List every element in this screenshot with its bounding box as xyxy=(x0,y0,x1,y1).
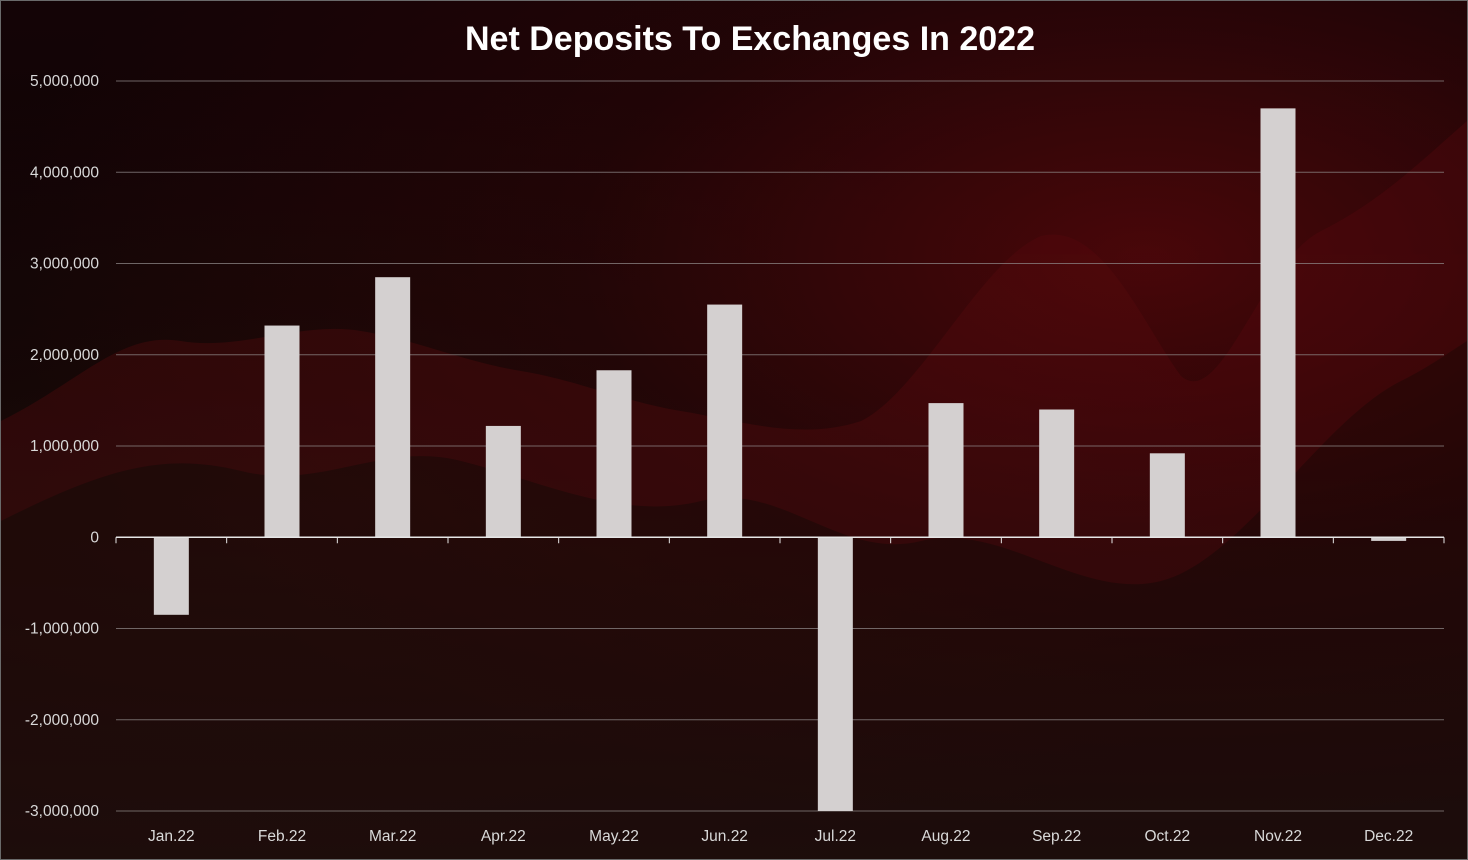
x-tick-label: Oct.22 xyxy=(1144,828,1190,845)
y-tick-label: 4,000,000 xyxy=(30,164,99,181)
y-tick-label: 3,000,000 xyxy=(30,256,99,273)
bar-dec-22 xyxy=(1371,537,1407,541)
bar-apr-22 xyxy=(485,425,521,538)
bar-jan-22 xyxy=(153,537,189,615)
x-tick-label: Apr.22 xyxy=(481,828,526,845)
y-tick-label: 0 xyxy=(90,529,99,546)
x-tick-label: Mar.22 xyxy=(369,828,416,845)
x-tick-label: Nov.22 xyxy=(1254,828,1302,845)
y-tick-label: -3,000,000 xyxy=(25,803,99,820)
x-tick-label: Jul.22 xyxy=(815,828,856,845)
x-tick-label: Jun.22 xyxy=(701,828,748,845)
x-tick-label: Jan.22 xyxy=(148,828,195,845)
gridlines xyxy=(116,80,1444,812)
bar-sep-22 xyxy=(1039,409,1075,538)
bar-feb-22 xyxy=(264,325,300,538)
x-tick-label: Dec.22 xyxy=(1364,828,1413,845)
bar-oct-22 xyxy=(1149,453,1185,538)
x-tick-label: Feb.22 xyxy=(258,828,306,845)
x-tick-label: Aug.22 xyxy=(921,828,970,845)
x-tick-label: May.22 xyxy=(589,828,639,845)
y-tick-label: 5,000,000 xyxy=(30,73,99,90)
x-axis-labels: Jan.22 Feb.22 Mar.22 Apr.22 May.22 Jun.22 Jul.… xyxy=(148,828,1413,845)
y-tick-label: 2,000,000 xyxy=(30,347,99,364)
chart-title: Net Deposits To Exchanges In 2022 xyxy=(465,20,1035,58)
bar-mar-22 xyxy=(375,277,411,538)
bar-aug-22 xyxy=(928,403,964,538)
y-tick-label: 1,000,000 xyxy=(30,438,99,455)
bar-nov-22 xyxy=(1260,108,1296,538)
bars xyxy=(153,108,1407,811)
y-tick-label: -1,000,000 xyxy=(25,621,99,638)
bar-jul-22 xyxy=(817,537,853,811)
bar-may-22 xyxy=(596,370,632,538)
bar-jun-22 xyxy=(707,304,743,538)
x-tick-label: Sep.22 xyxy=(1032,828,1081,845)
x-axis xyxy=(115,536,1445,544)
y-axis-ticks: 5,000,000 4,000,000 3,000,000 2,000,000 1,00… xyxy=(25,73,100,820)
y-tick-label: -2,000,000 xyxy=(25,712,99,729)
